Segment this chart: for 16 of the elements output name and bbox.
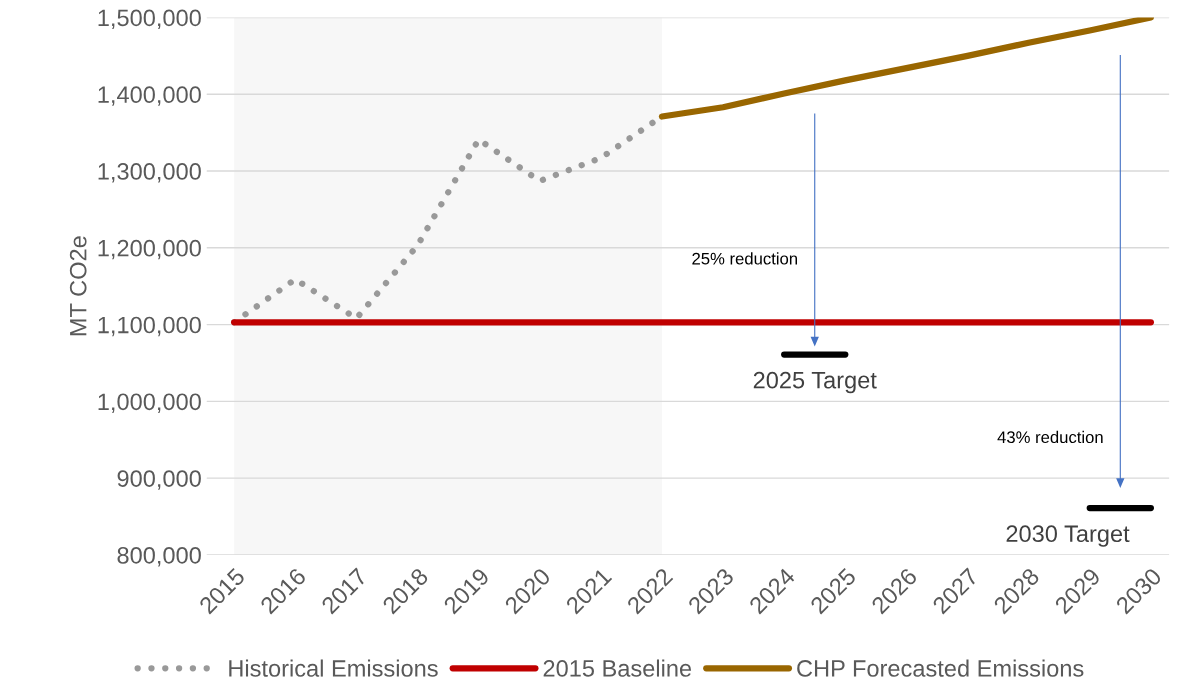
y-tick-label: 1,000,000 [98,393,201,413]
annotation: 43% reduction [997,430,1103,444]
y-tick-label: 1,400,000 [98,86,201,106]
y-tick-label: 1,100,000 [98,316,201,337]
y-tick-label: 1,200,000 [98,239,201,260]
annotation: 25% reduction [692,252,797,265]
y-axis-title: MT CO2e [69,236,87,336]
y-tick-label: 900,000 [117,470,201,490]
annotation: 2030 Target [1006,525,1130,547]
legend-label: Historical Emissions [229,659,438,677]
legend-label: 2015 Baseline [543,659,692,677]
legend-label: CHP Forecasted Emissions [797,659,1084,677]
y-tick-label: 1,500,000 [98,9,201,30]
y-tick-label: 1,300,000 [98,163,201,183]
annotation: 2025 Target [753,371,877,394]
y-tick-label: 800,000 [117,546,201,567]
